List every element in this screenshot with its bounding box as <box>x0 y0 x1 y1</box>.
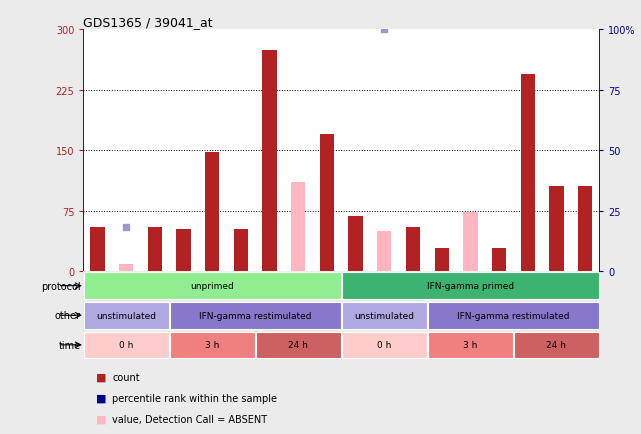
Text: IFN-gamma restimulated: IFN-gamma restimulated <box>199 311 312 320</box>
Bar <box>83 271 599 434</box>
Text: count: count <box>112 372 140 382</box>
Text: 24 h: 24 h <box>546 341 566 349</box>
Bar <box>342 302 427 329</box>
Text: GDS1365 / 39041_at: GDS1365 / 39041_at <box>83 16 213 29</box>
Text: ■: ■ <box>96 414 106 424</box>
Bar <box>170 302 341 329</box>
Bar <box>90 227 105 271</box>
Bar <box>234 230 248 271</box>
Bar <box>435 249 449 271</box>
Bar <box>463 213 478 271</box>
Bar <box>514 332 599 358</box>
Bar <box>428 332 513 358</box>
Text: 0 h: 0 h <box>377 341 392 349</box>
Bar <box>291 183 306 271</box>
Text: unstimulated: unstimulated <box>96 311 156 320</box>
Bar <box>256 332 341 358</box>
Bar <box>205 152 219 271</box>
Bar <box>342 332 427 358</box>
Text: other: other <box>54 311 81 320</box>
Bar <box>148 227 162 271</box>
Text: ■: ■ <box>96 372 106 382</box>
Text: unstimulated: unstimulated <box>354 311 414 320</box>
Text: ■: ■ <box>96 393 106 403</box>
Bar <box>406 227 420 271</box>
Bar <box>84 302 169 329</box>
Text: 24 h: 24 h <box>288 341 308 349</box>
Text: value, Detection Call = ABSENT: value, Detection Call = ABSENT <box>112 414 267 424</box>
Text: IFN-gamma restimulated: IFN-gamma restimulated <box>457 311 570 320</box>
Bar <box>428 302 599 329</box>
Bar <box>342 273 599 299</box>
Text: time: time <box>58 340 81 350</box>
Bar <box>119 265 133 271</box>
Text: protocol: protocol <box>41 281 81 291</box>
Text: percentile rank within the sample: percentile rank within the sample <box>112 393 277 403</box>
Bar <box>492 249 506 271</box>
Bar <box>549 187 563 271</box>
Bar <box>377 231 392 271</box>
Bar <box>520 75 535 271</box>
Bar <box>84 332 169 358</box>
Bar <box>170 332 254 358</box>
Bar <box>320 135 334 271</box>
Bar <box>176 230 191 271</box>
Text: 3 h: 3 h <box>463 341 478 349</box>
Text: IFN-gamma primed: IFN-gamma primed <box>427 282 514 290</box>
Text: 3 h: 3 h <box>205 341 219 349</box>
Bar <box>263 50 277 271</box>
Text: 0 h: 0 h <box>119 341 133 349</box>
Bar <box>349 217 363 271</box>
Bar <box>84 273 341 299</box>
Bar <box>578 187 592 271</box>
Text: unprimed: unprimed <box>190 282 234 290</box>
